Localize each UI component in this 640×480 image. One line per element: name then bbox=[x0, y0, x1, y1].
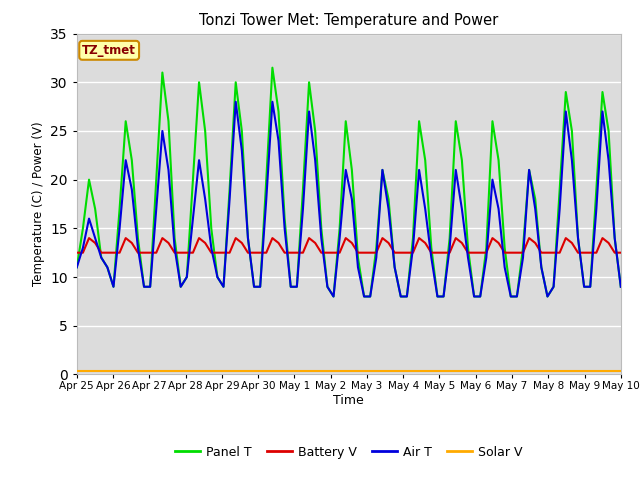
Air T bbox=[605, 157, 612, 163]
Line: Panel T: Panel T bbox=[77, 68, 621, 297]
Air T bbox=[147, 284, 154, 289]
Air T bbox=[232, 99, 239, 105]
Battery V bbox=[152, 250, 160, 255]
Battery V bbox=[73, 250, 81, 255]
Panel T bbox=[330, 294, 337, 300]
Battery V bbox=[244, 250, 252, 255]
Panel T bbox=[617, 284, 625, 289]
Battery V bbox=[543, 250, 551, 255]
Panel T bbox=[550, 284, 557, 289]
Line: Battery V: Battery V bbox=[77, 238, 621, 252]
Air T bbox=[330, 294, 337, 300]
Y-axis label: Temperature (C) / Power (V): Temperature (C) / Power (V) bbox=[31, 122, 45, 286]
Panel T bbox=[238, 128, 246, 134]
Title: Tonzi Tower Met: Temperature and Power: Tonzi Tower Met: Temperature and Power bbox=[199, 13, 499, 28]
Air T bbox=[464, 255, 472, 261]
Text: TZ_tmet: TZ_tmet bbox=[82, 44, 136, 57]
Panel T bbox=[464, 245, 472, 251]
Battery V bbox=[598, 235, 606, 241]
Solar V bbox=[147, 369, 154, 374]
Battery V bbox=[85, 235, 93, 241]
Solar V bbox=[617, 369, 625, 374]
Air T bbox=[244, 235, 252, 241]
Solar V bbox=[538, 369, 545, 374]
Panel T bbox=[269, 65, 276, 71]
Air T bbox=[550, 284, 557, 289]
Solar V bbox=[73, 369, 81, 374]
Panel T bbox=[73, 264, 81, 270]
Legend: Panel T, Battery V, Air T, Solar V: Panel T, Battery V, Air T, Solar V bbox=[170, 441, 528, 464]
Battery V bbox=[531, 240, 539, 246]
X-axis label: Time: Time bbox=[333, 394, 364, 407]
Solar V bbox=[452, 369, 460, 374]
Panel T bbox=[605, 128, 612, 134]
Air T bbox=[538, 264, 545, 270]
Air T bbox=[617, 284, 625, 289]
Solar V bbox=[525, 369, 533, 374]
Panel T bbox=[538, 264, 545, 270]
Line: Air T: Air T bbox=[77, 102, 621, 297]
Battery V bbox=[458, 240, 466, 246]
Solar V bbox=[593, 369, 600, 374]
Panel T bbox=[147, 284, 154, 289]
Solar V bbox=[238, 369, 246, 374]
Air T bbox=[73, 264, 81, 270]
Battery V bbox=[617, 250, 625, 255]
